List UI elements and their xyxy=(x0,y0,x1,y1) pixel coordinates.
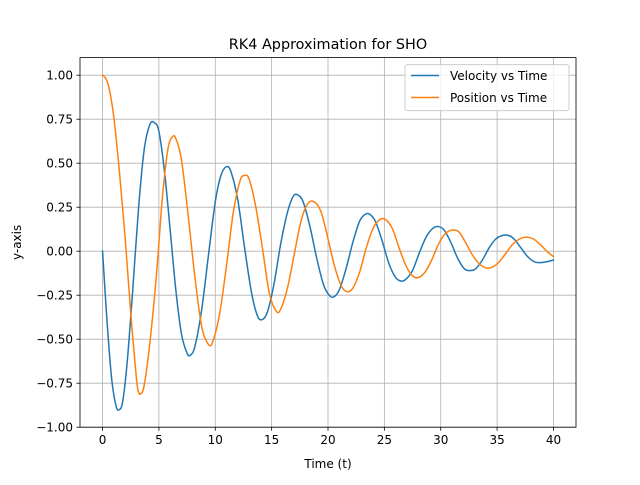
x-tick-label: 30 xyxy=(433,433,448,447)
x-tick-label: 5 xyxy=(155,433,163,447)
x-tick-label: 35 xyxy=(489,433,504,447)
x-tick-label: 20 xyxy=(320,433,335,447)
legend-label-position: Position vs Time xyxy=(450,91,547,105)
x-axis-label: Time (t) xyxy=(303,457,351,471)
ticks: 0 5 10 15 20 25 30 35 40 −1.00 −0.75 −0.50 −0.25 0.00… xyxy=(36,69,561,448)
y-axis-label: y-axis xyxy=(10,225,24,260)
y-tick-label: 0.00 xyxy=(46,245,73,259)
series-line-velocity xyxy=(101,120,555,411)
x-tick-label: 10 xyxy=(208,433,223,447)
y-tick-label: 0.50 xyxy=(46,157,73,171)
y-tick-label: −0.75 xyxy=(36,377,73,391)
y-tick-label: 0.25 xyxy=(46,201,73,215)
x-tick-label: 15 xyxy=(264,433,279,447)
legend-frame xyxy=(404,64,570,112)
y-tick-label: −1.00 xyxy=(36,421,73,435)
series-group xyxy=(101,74,555,411)
grid xyxy=(80,57,576,428)
y-tick-label: −0.25 xyxy=(36,289,73,303)
x-tick-label: 40 xyxy=(546,433,561,447)
x-tick-label: 0 xyxy=(99,433,107,447)
legend: Velocity vs Time Position vs Time xyxy=(404,64,570,112)
series-line-position xyxy=(101,74,555,396)
y-tick-label: −0.50 xyxy=(36,333,73,347)
chart-title: RK4 Approximation for SHO xyxy=(229,37,427,53)
legend-label-velocity: Velocity vs Time xyxy=(450,69,547,83)
y-tick-label: 1.00 xyxy=(46,69,73,83)
y-tick-label: 0.75 xyxy=(46,113,73,127)
x-tick-label: 25 xyxy=(377,433,392,447)
